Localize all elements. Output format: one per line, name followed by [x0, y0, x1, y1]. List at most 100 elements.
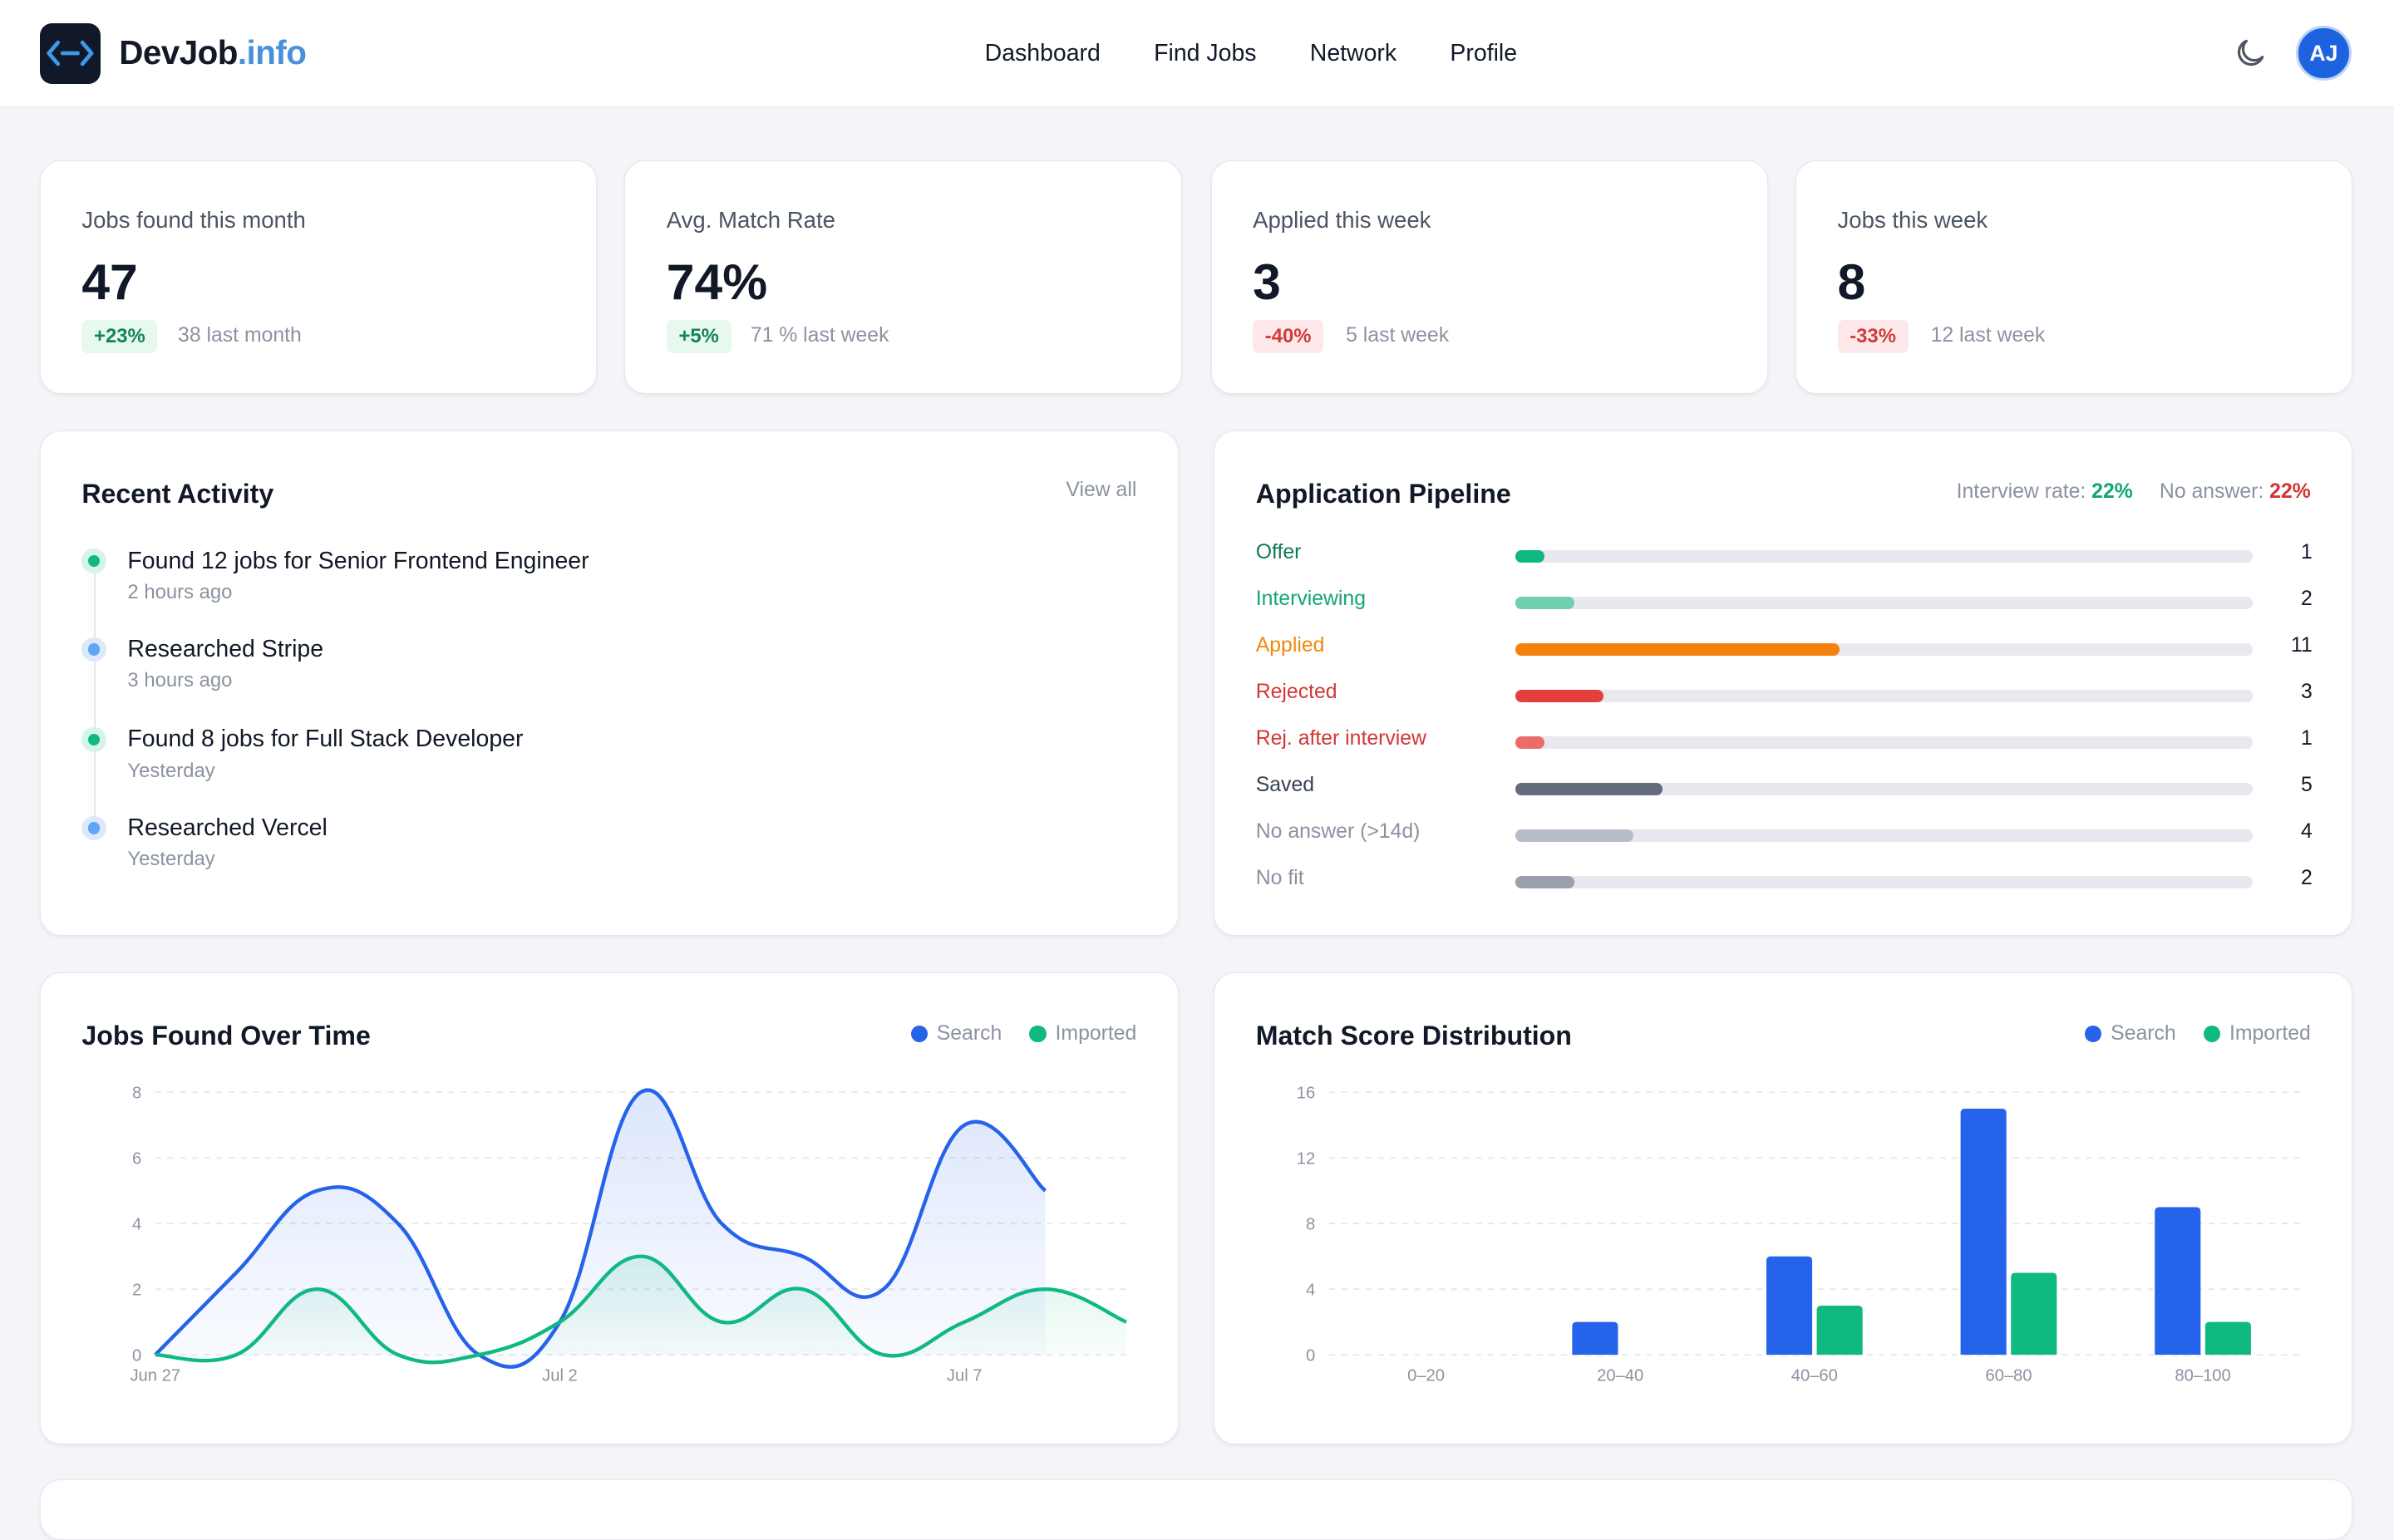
trend-badge: +5%	[666, 319, 732, 354]
stat-label: Jobs found this month	[81, 206, 306, 233]
pipeline-track	[1515, 597, 2254, 609]
pipeline-track	[1515, 876, 2254, 889]
legend-item-imported[interactable]: Imported	[1029, 1022, 1136, 1046]
pipeline-track	[1515, 550, 2254, 563]
pipeline-row[interactable]: Offer 1	[1256, 541, 2313, 572]
pipeline-track	[1515, 736, 2254, 749]
pipeline-count: 2	[2300, 867, 2313, 890]
legend-item-search[interactable]: Search	[910, 1021, 1002, 1046]
nav-dashboard[interactable]: Dashboard	[984, 39, 1101, 66]
y-tick-label: 2	[132, 1282, 141, 1300]
legend-item-search[interactable]: Search	[2084, 1021, 2176, 1046]
x-tick-label: 60–80	[1986, 1366, 2032, 1385]
interview-rate-label: Interview rate:	[1956, 480, 2086, 503]
pipeline-label: Rej. after interview	[1255, 727, 1426, 750]
pipeline-count: 1	[2300, 727, 2313, 750]
pipeline-row[interactable]: Rejected 3	[1256, 681, 2313, 711]
chart-legend: Search Imported	[910, 1021, 1136, 1046]
y-tick-label: 16	[1297, 1085, 1315, 1103]
card-title: Recent Activity	[81, 478, 274, 509]
chart-title: Jobs Found Over Time	[81, 1020, 371, 1050]
y-tick-label: 12	[1297, 1150, 1315, 1169]
activity-title: Found 12 jobs for Senior Frontend Engine…	[127, 547, 589, 574]
stat-value: 8	[1837, 253, 1866, 311]
avatar[interactable]: AJ	[2296, 26, 2352, 81]
legend-item-imported[interactable]: Imported	[2203, 1022, 2311, 1046]
legend-label: Imported	[1055, 1021, 1137, 1045]
stat-label: Applied this week	[1253, 206, 1431, 233]
x-tick-label: 0–20	[1407, 1366, 1445, 1385]
card-title: Application Pipeline	[1255, 478, 1511, 509]
pipeline-row[interactable]: Interviewing 2	[1256, 588, 2313, 618]
activity-title: Researched Vercel	[127, 814, 328, 841]
stat-comparison: 38 last month	[178, 324, 302, 347]
bar-imported	[1816, 1305, 1863, 1355]
recent-activity-card: Recent Activity View all Found 12 jobs f…	[39, 430, 1179, 936]
x-tick-label: Jul 7	[947, 1366, 983, 1385]
main-nav: Dashboard Find Jobs Network Profile	[985, 40, 1517, 67]
pipeline-row[interactable]: Applied 11	[1256, 634, 2313, 665]
x-tick-label: Jul 2	[542, 1366, 578, 1385]
nav-find-jobs[interactable]: Find Jobs	[1154, 39, 1257, 66]
activity-dot-icon	[81, 549, 106, 573]
pipeline-label: Saved	[1255, 774, 1315, 797]
legend-dot-icon	[1029, 1025, 1047, 1042]
pipeline-track	[1515, 690, 2254, 702]
no-answer-value: 22%	[2269, 480, 2311, 503]
pipeline-count: 2	[2300, 588, 2313, 611]
application-pipeline-card: Application Pipeline Interview rate: 22%…	[1214, 430, 2353, 936]
activity-dot-icon	[81, 637, 106, 662]
top-bar: DevJob.info Dashboard Find Jobs Network …	[0, 0, 2394, 107]
legend-label: Search	[2111, 1021, 2176, 1045]
stat-label: Avg. Match Rate	[666, 206, 835, 233]
pipeline-count: 3	[2300, 681, 2313, 704]
jobs-over-time-chart: 0 2 4 6 8 Jun 27 Jul 2 Jul 7	[130, 1085, 1127, 1385]
y-tick-label: 6	[132, 1150, 141, 1169]
pipeline-bar	[1515, 643, 1840, 656]
pipeline-track	[1515, 829, 2254, 842]
pipeline-bar	[1515, 876, 1574, 889]
stat-value: 47	[81, 253, 138, 311]
pipeline-row[interactable]: No fit 2	[1256, 867, 2313, 898]
view-all-link[interactable]: View all	[1066, 478, 1137, 501]
brand-name[interactable]: DevJob.info	[119, 33, 307, 72]
stat-label: Jobs this week	[1837, 206, 1988, 233]
pipeline-count: 4	[2300, 820, 2313, 844]
pipeline-bar	[1515, 550, 1545, 563]
bar-search	[1960, 1108, 2007, 1355]
series-area-imported	[155, 1256, 1126, 1363]
pipeline-track	[1515, 643, 2254, 656]
logo-icon[interactable]	[39, 22, 101, 84]
activity-dot-icon	[81, 727, 106, 752]
pipeline-row[interactable]: Rej. after interview 1	[1256, 727, 2313, 758]
moon-icon[interactable]	[2232, 35, 2268, 71]
nav-profile[interactable]: Profile	[1450, 39, 1518, 66]
pipeline-label: Offer	[1255, 541, 1302, 564]
activity-time: Yesterday	[127, 759, 215, 782]
stat-comparison: 12 last week	[1930, 324, 2046, 347]
bar-search	[2155, 1207, 2201, 1355]
trend-badge: -40%	[1253, 319, 1324, 354]
chart-title: Match Score Distribution	[1255, 1020, 1572, 1050]
chart-legend: Search Imported	[2084, 1021, 2311, 1046]
match-score-card: Match Score Distribution Search Imported…	[1214, 972, 2353, 1444]
pipeline-label: Applied	[1255, 634, 1325, 657]
timeline-line	[94, 562, 96, 823]
legend-label: Search	[936, 1021, 1002, 1045]
jobs-over-time-card: Jobs Found Over Time Search Imported 0 2 4…	[39, 972, 1179, 1444]
y-tick-label: 0	[1306, 1346, 1315, 1365]
y-tick-label: 4	[1306, 1282, 1315, 1300]
next-card	[39, 1478, 2353, 1540]
pipeline-count: 1	[2300, 541, 2313, 564]
x-tick-label: 40–60	[1791, 1366, 1838, 1385]
pipeline-row[interactable]: No answer (>14d) 4	[1256, 820, 2313, 851]
pipeline-row[interactable]: Saved 5	[1256, 774, 2313, 804]
pipeline-track	[1515, 783, 2254, 795]
stat-card-jobs-week: Jobs this week 8 -33% 12 last week	[1795, 160, 2353, 394]
nav-network[interactable]: Network	[1309, 39, 1397, 66]
pipeline-bar	[1515, 829, 1633, 842]
series-line-imported	[155, 1254, 1127, 1365]
pipeline-bar	[1515, 736, 1545, 749]
stat-comparison: 71 % last week	[750, 324, 889, 347]
pipeline-label: No answer (>14d)	[1255, 820, 1421, 844]
